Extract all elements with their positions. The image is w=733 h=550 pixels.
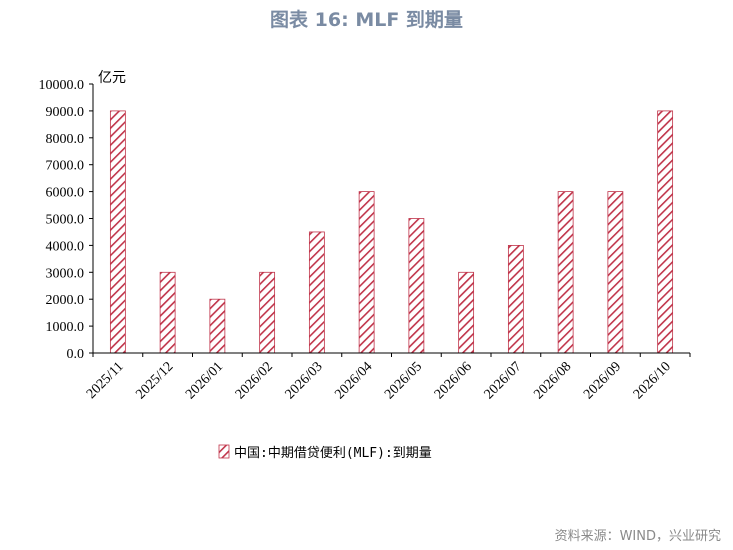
bars — [109, 110, 674, 354]
y-tick-label: 8000.0 — [46, 132, 85, 147]
y-tick-label: 2000.0 — [46, 293, 85, 308]
y-axis: 10000.0 9000.0 8000.0 7000.0 6000.0 5000.0 400… — [39, 78, 94, 362]
x-tick-label: 2026/06 — [432, 359, 475, 402]
y-tick-label: 10000.0 — [39, 78, 85, 93]
chart-title: 图表 16: MLF 到期量 — [270, 9, 463, 31]
x-tick-label: 2025/12 — [133, 359, 176, 402]
x-tick-label: 2026/09 — [581, 359, 624, 402]
y-tick-label: 4000.0 — [46, 239, 85, 254]
x-tick-label: 2026/07 — [482, 359, 525, 402]
x-tick-label: 2026/10 — [631, 359, 674, 402]
bar-2026-02 — [259, 271, 276, 354]
x-tick-label: 2026/01 — [183, 359, 226, 402]
y-tick-label: 5000.0 — [46, 213, 85, 228]
x-tick-label: 2026/03 — [283, 359, 326, 402]
bar-2026-10 — [657, 110, 674, 354]
bar-2025-11 — [109, 110, 126, 354]
x-tick-label: 2025/11 — [84, 359, 127, 402]
y-tick-label: 9000.0 — [46, 105, 85, 120]
bar-2026-03 — [308, 231, 325, 354]
y-tick-label: 3000.0 — [46, 266, 85, 281]
bar-2026-01 — [209, 298, 226, 354]
x-tick-label: 2026/02 — [233, 359, 276, 402]
x-tick-label: 2026/04 — [332, 359, 375, 402]
y-tick-label: 6000.0 — [46, 186, 85, 201]
x-tick-label: 2026/08 — [531, 359, 574, 402]
bar-2026-08 — [557, 191, 574, 354]
bar-2026-05 — [408, 218, 425, 354]
x-tick-label: 2026/05 — [382, 359, 425, 402]
y-tick-label: 0.0 — [67, 347, 85, 362]
bar-2026-04 — [358, 191, 375, 354]
bar-2025-12 — [159, 271, 176, 354]
bar-2026-09 — [607, 191, 624, 354]
bar-2026-06 — [458, 271, 475, 354]
source-note: 资料来源：WIND，兴业研究 — [554, 529, 721, 544]
y-tick-label: 7000.0 — [46, 159, 85, 174]
y-tick-label: 1000.0 — [46, 320, 85, 335]
x-axis: 2025/11 2025/12 2026/01 2026/02 2026/03 2026/… — [84, 352, 691, 402]
bar-2026-07 — [507, 244, 524, 354]
y-axis-unit-label: 亿元 — [98, 70, 126, 86]
legend-swatch — [218, 444, 230, 459]
legend-label: 中国:中期借贷便利(MLF):到期量 — [234, 446, 432, 461]
legend: 中国:中期借贷便利(MLF):到期量 — [218, 444, 432, 461]
